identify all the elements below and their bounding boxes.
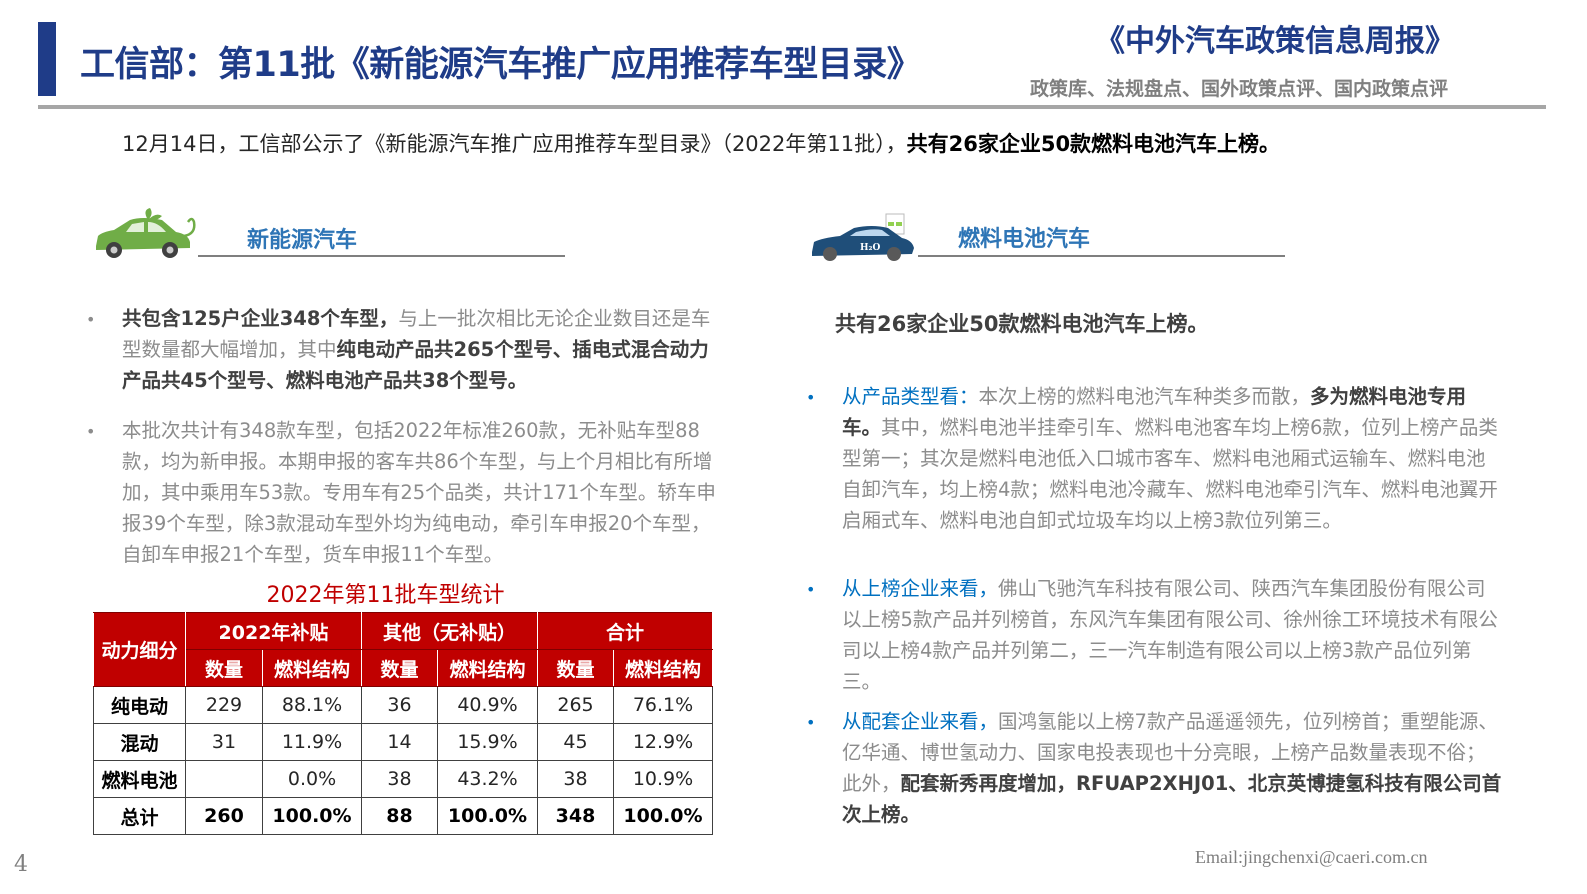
table-cell: 265 — [537, 686, 614, 724]
paragraph-highlight: 多为燃料电池专用车。 — [842, 385, 1467, 439]
table-cell: 36 — [361, 686, 438, 724]
corner-header: 动力细分 — [93, 612, 186, 687]
group-header: 2022年补贴 — [185, 612, 362, 650]
paragraph-text: 本次上榜的燃料电池汽车种类多而散， — [978, 385, 1311, 408]
table-cell: 88.1% — [262, 686, 362, 724]
table-cell: 100.0% — [262, 797, 362, 835]
paragraph-lead: 从产品类型看： — [842, 385, 979, 408]
table-cell: 31 — [185, 723, 263, 761]
contact-email: Email:jingchenxi@caeri.com.cn — [1195, 847, 1428, 867]
sub-header: 燃料结构 — [262, 649, 362, 687]
paragraph-lead: 从上榜企业来看， — [842, 577, 999, 600]
paragraph-text: 其中，燃料电池半挂牵引车、燃料电池客车均上榜6款，位列上榜产品类型第一；其次是燃… — [842, 416, 1498, 532]
table-cell: 12.9% — [613, 723, 713, 761]
table-row: 总计 260 100.0% 88 100.0% 348 100.0% — [93, 797, 713, 835]
intro-line: 12月14日，工信部公示了《新能源汽车推广应用推荐车型目录》（2022年第11批… — [122, 128, 1280, 158]
section-underline — [198, 255, 565, 257]
table-cell: 11.9% — [262, 723, 362, 761]
table-cell: 10.9% — [613, 760, 713, 798]
brand-title: 《中外汽车政策信息周报》 — [1095, 24, 1455, 59]
table-cell: 40.9% — [437, 686, 538, 724]
sub-header: 燃料结构 — [613, 649, 713, 687]
table-cell: 260 — [185, 797, 263, 835]
table-cell: 100.0% — [437, 797, 538, 835]
row-label: 混动 — [93, 723, 186, 761]
table-cell: 0.0% — [262, 760, 362, 798]
header-divider — [38, 105, 1546, 109]
hydrogen-car-icon: H₂O — [812, 213, 914, 261]
table-title: 2022年第11批车型统计 — [266, 583, 505, 608]
sub-header: 数量 — [361, 649, 438, 687]
table-cell: 100.0% — [613, 797, 713, 835]
table-cell: 45 — [537, 723, 614, 761]
table-cell: 88 — [361, 797, 438, 835]
bullet-dot: • — [806, 713, 816, 732]
bullet-dot: • — [86, 422, 96, 441]
paragraph-text: 与上一批次相比无论企业数目还是车型数量都大幅增加，其中 — [122, 307, 711, 361]
brand-subtitle: 政策库、法规盘点、国外政策点评、国内政策点评 — [1030, 78, 1449, 100]
table-cell: 229 — [185, 686, 263, 724]
title-accent-bar — [38, 22, 56, 96]
paragraph-text: 国鸿氢能以上榜7款产品遥遥领先，位列榜首；重塑能源、亿华通、博世氢动力、国家电投… — [842, 710, 1498, 795]
table-cell: 14 — [361, 723, 438, 761]
group-header: 合计 — [537, 612, 713, 650]
group-header: 其他（无补贴） — [361, 612, 538, 650]
table-row: 燃料电池 0.0% 38 43.2% 38 10.9% — [93, 760, 713, 798]
row-label: 纯电动 — [93, 686, 186, 724]
fcv-paragraph-2: 从上榜企业来看，佛山飞驰汽车科技有限公司、陕西汽车集团股份有限公司以上榜5款产品… — [842, 573, 1502, 697]
paragraph-highlight: 共包含125户企业348个车型， — [122, 307, 399, 330]
paragraph-text: 佛山飞驰汽车科技有限公司、陕西汽车集团股份有限公司以上榜5款产品并列榜首，东风汽… — [842, 577, 1498, 693]
section-heading-nev: 新能源汽车 — [247, 228, 358, 253]
intro-text: 12月14日，工信部公示了《新能源汽车推广应用推荐车型目录》（2022年第11批… — [122, 132, 907, 156]
intro-highlight: 共有26家企业50款燃料电池汽车上榜。 — [906, 132, 1281, 156]
table-row: 混动 31 11.9% 14 15.9% 45 12.9% — [93, 723, 713, 761]
paragraph-text: 本批次共计有348款车型，包括2022年标准260款，无补贴车型88款，均为新申… — [122, 419, 716, 566]
fcv-summary: 共有26家企业50款燃料电池汽车上榜。 — [835, 312, 1209, 336]
table-cell: 43.2% — [437, 760, 538, 798]
table-row: 纯电动 229 88.1% 36 40.9% 265 76.1% — [93, 686, 713, 724]
svg-text:H₂O: H₂O — [860, 243, 880, 253]
table-cell: 348 — [537, 797, 614, 835]
nev-paragraph-1: 共包含125户企业348个车型，与上一批次相比无论企业数目还是车型数量都大幅增加… — [122, 303, 714, 396]
nev-paragraph-2: 本批次共计有348款车型，包括2022年标准260款，无补贴车型88款，均为新申… — [122, 415, 718, 570]
fcv-paragraph-3: 从配套企业来看，国鸿氢能以上榜7款产品遥遥领先，位列榜首；重塑能源、亿华通、博世… — [842, 706, 1502, 830]
table-cell: 38 — [361, 760, 438, 798]
row-label: 燃料电池 — [93, 760, 186, 798]
vehicle-stats-table: 动力细分 2022年补贴 其他（无补贴） 合计 数量 燃料结构 数量 燃料结构 数量 燃料… — [93, 612, 713, 835]
section-underline — [918, 255, 1285, 257]
paragraph-highlight: 配套新秀再度增加，RFUAP2XHJ01、北京英博捷氢科技有限公司首次上榜。 — [842, 772, 1502, 826]
bullet-dot: • — [806, 580, 816, 599]
page-number: 4 — [14, 852, 28, 877]
table-cell — [185, 760, 263, 798]
row-label: 总计 — [93, 797, 186, 835]
bullet-dot: • — [806, 388, 816, 407]
page-title: 工信部：第11批《新能源汽车推广应用推荐车型目录》 — [80, 45, 922, 85]
table-cell: 76.1% — [613, 686, 713, 724]
green-eco-car-icon — [96, 208, 196, 258]
table-cell: 38 — [537, 760, 614, 798]
table-cell: 15.9% — [437, 723, 538, 761]
sub-header: 数量 — [537, 649, 614, 687]
sub-header: 数量 — [185, 649, 263, 687]
sub-header: 燃料结构 — [437, 649, 538, 687]
section-heading-fcv: 燃料电池汽车 — [958, 227, 1091, 252]
fcv-paragraph-1: 从产品类型看：本次上榜的燃料电池汽车种类多而散，多为燃料电池专用车。其中，燃料电… — [842, 381, 1502, 536]
bullet-dot: • — [86, 310, 96, 329]
paragraph-lead: 从配套企业来看， — [842, 710, 999, 733]
paragraph-highlight: 纯电动产品共265个型号、插电式混合动力产品共45个型号、燃料电池产品共38个型… — [122, 338, 709, 392]
